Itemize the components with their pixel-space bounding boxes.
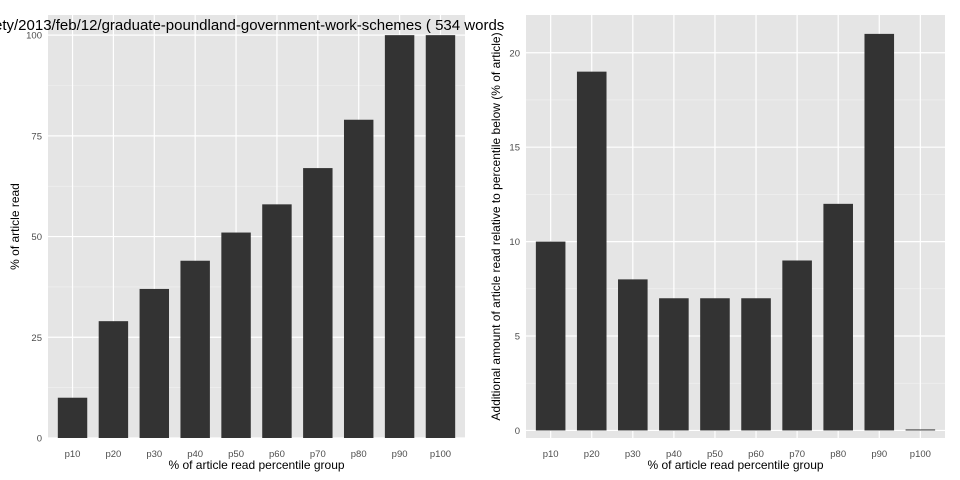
right-x-tick-label: p60 <box>748 449 764 460</box>
right-bar-p80 <box>823 203 853 431</box>
right-y-axis-title: Additional amount of article read relati… <box>489 32 503 420</box>
right-x-axis-title: % of article read percentile group <box>647 458 823 472</box>
left-bar-p80 <box>343 119 374 438</box>
right-chart-panel: 0 5 10 15 20 p10 p20 p30 p40 p50 p60 p70 p80 p90 p100%… <box>489 15 945 472</box>
left-y-tick-label: 100 <box>26 31 42 42</box>
left-y-tick-label: 25 <box>31 333 42 344</box>
left-x-tick-label: p40 <box>187 449 203 460</box>
left-bar-p60 <box>262 204 292 438</box>
left-x-tick-label: p10 <box>65 449 81 460</box>
left-bar-p50 <box>221 232 251 438</box>
left-bar-p20 <box>98 321 129 438</box>
left-y-tick-label: 0 <box>37 434 42 445</box>
right-y-tick-label: 20 <box>509 48 520 59</box>
left-bar-p40 <box>180 260 210 438</box>
right-x-tick-label: p20 <box>584 449 600 460</box>
left-bar-p10 <box>57 397 88 438</box>
left-x-tick-label: p90 <box>392 449 408 460</box>
left-x-tick-label: p20 <box>105 449 121 460</box>
left-bar-p30 <box>139 288 170 438</box>
right-bar-p20 <box>576 71 607 431</box>
left-chart-panel: 0 25 50 75 100 p10 p20 p30 p40 p50 p60 p70 p80 p90 p10… <box>8 15 465 472</box>
left-y-axis-title: % of article read <box>8 183 22 270</box>
right-y-tick-label: 10 <box>509 237 520 248</box>
right-x-tick-label: p50 <box>707 449 723 460</box>
right-bar-p30 <box>618 279 648 431</box>
right-x-tick-label: p40 <box>666 449 682 460</box>
left-bar-p90 <box>384 35 415 439</box>
left-bar-p70 <box>303 168 333 439</box>
right-bar-p70 <box>782 260 812 431</box>
right-bar-p90 <box>864 33 895 431</box>
right-x-tick-label: p100 <box>910 449 931 460</box>
right-x-tick-label: p70 <box>789 449 805 460</box>
right-x-tick-label: p30 <box>625 449 641 460</box>
right-bar-p50 <box>700 298 730 431</box>
left-y-tick-label: 50 <box>31 232 42 243</box>
right-bar-p10 <box>535 241 566 431</box>
left-x-tick-label: p80 <box>351 449 367 460</box>
right-y-tick-label: 15 <box>509 143 520 154</box>
chart-title: ety/2013/feb/12/graduate-poundland-gover… <box>0 17 504 34</box>
right-x-tick-label: p80 <box>830 449 846 460</box>
left-x-tick-label: p30 <box>146 449 162 460</box>
right-x-tick-label: p10 <box>543 449 559 460</box>
right-bar-p100 <box>905 429 936 431</box>
right-bar-p40 <box>659 298 689 431</box>
left-x-tick-label: p50 <box>228 449 244 460</box>
left-bar-p100 <box>425 35 456 439</box>
right-y-tick-label: 5 <box>515 332 520 343</box>
left-x-tick-label: p60 <box>269 449 285 460</box>
left-x-tick-label: p100 <box>430 449 451 460</box>
right-y-tick-label: 0 <box>515 426 520 437</box>
left-x-tick-label: p70 <box>310 449 326 460</box>
left-x-axis-title: % of article read percentile group <box>168 458 344 472</box>
right-bar-p60 <box>741 298 771 431</box>
right-x-tick-label: p90 <box>871 449 887 460</box>
left-y-tick-label: 75 <box>31 131 42 142</box>
